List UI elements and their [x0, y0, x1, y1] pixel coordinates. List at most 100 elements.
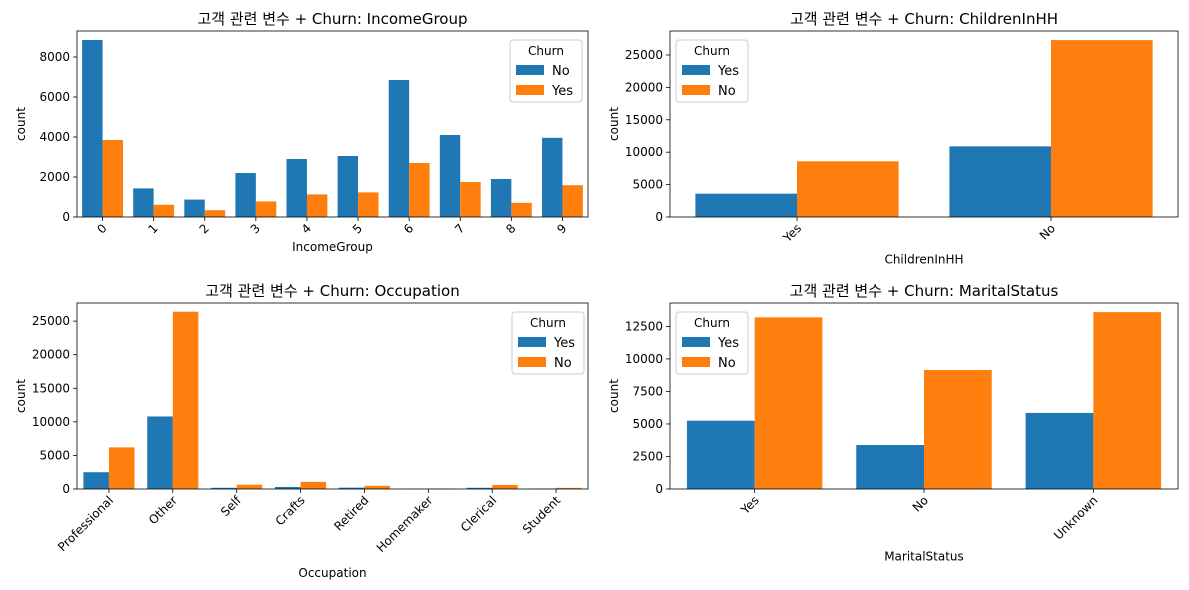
x-tick-label: 9 [554, 221, 569, 236]
bar-yes-3 [255, 201, 277, 217]
y-tick-label: 0 [655, 210, 663, 224]
bar-yes-4 [306, 194, 328, 217]
legend-swatch [682, 357, 710, 367]
y-tick-label: 0 [62, 482, 70, 496]
legend-title: Churn [528, 44, 564, 58]
x-tick-label: 8 [503, 221, 518, 236]
y-tick-label: 20000 [625, 80, 663, 94]
legend-swatch [682, 85, 710, 95]
bar-no-4 [286, 159, 307, 217]
legend: Churn Yes No [511, 311, 585, 375]
y-axis-label: count [607, 379, 621, 413]
x-tick-label: Homemaker [374, 493, 436, 555]
axes-frame [76, 30, 589, 218]
legend-swatch [518, 357, 546, 367]
bar-yes-no [949, 146, 1051, 217]
x-tick-label: Retired [331, 493, 371, 533]
x-tick-label: 2 [197, 221, 212, 236]
bar-no-7 [439, 135, 461, 217]
bar-no-crafts [300, 481, 327, 489]
legend-label: Yes [717, 64, 739, 79]
x-tick-label: Clerical [458, 493, 499, 534]
x-tick-label: 7 [452, 221, 467, 236]
bar-yes-retired [338, 487, 365, 489]
bar-no-6 [388, 80, 410, 217]
bar-no-0 [82, 40, 103, 217]
y-axis-label: count [14, 379, 28, 413]
bar-yes-6 [409, 163, 430, 217]
bar-no-retired [364, 485, 390, 489]
legend-label: No [718, 84, 736, 99]
y-tick-label: 5000 [632, 178, 663, 192]
bar-no-self [236, 484, 263, 489]
x-tick-label: Student [520, 493, 564, 537]
y-axis-label: count [607, 107, 621, 141]
bar-yes-self [211, 487, 237, 489]
legend-swatch [518, 337, 546, 347]
x-tick-label: 0 [94, 221, 109, 236]
x-tick-label: Other [146, 493, 180, 527]
legend: Churn No Yes [509, 39, 583, 103]
x-tick-label: Yes [737, 493, 761, 517]
y-tick-label: 12500 [625, 319, 663, 333]
bar-yes-9 [562, 185, 583, 217]
bar-no-1 [133, 188, 154, 217]
bar-yes-unknown [1025, 412, 1094, 489]
y-tick-label: 4000 [39, 130, 70, 144]
axes-frame [669, 30, 1179, 218]
bar-no-yes [797, 161, 899, 217]
bar-no-no [1051, 40, 1153, 218]
chart-1: 고객 관련 변수 + Churn: ChildrenInHH 0 5000 10000… [607, 10, 1179, 267]
legend-title: Churn [694, 44, 730, 58]
x-tick-label: No [910, 493, 931, 514]
legend-label: No [554, 356, 572, 371]
legend-title: Churn [694, 316, 730, 330]
bar-yes-7 [460, 182, 481, 217]
y-tick-label: 10000 [625, 352, 663, 366]
legend-swatch [682, 337, 710, 347]
y-tick-label: 25000 [32, 314, 70, 328]
bar-no-clerical [492, 484, 518, 489]
x-tick-label: 4 [299, 221, 314, 236]
y-tick-label: 15000 [32, 381, 70, 395]
x-axis-label: Occupation [298, 566, 366, 580]
y-tick-label: 15000 [625, 113, 663, 127]
legend-swatch [682, 65, 710, 75]
x-tick-label: 1 [145, 221, 160, 236]
bar-no-unknown [1093, 312, 1162, 489]
legend: Churn Yes No [675, 39, 749, 103]
legend-label: No [718, 356, 736, 371]
y-tick-label: 10000 [32, 415, 70, 429]
bar-yes-no [856, 445, 924, 489]
y-tick-label: 5000 [39, 448, 70, 462]
x-axis-label: ChildrenInHH [884, 253, 963, 267]
bar-no-3 [235, 173, 256, 217]
bar-no-yes [754, 317, 823, 489]
y-tick-label: 20000 [32, 348, 70, 362]
chart-title: 고객 관련 변수 + Churn: IncomeGroup [197, 10, 467, 28]
axes-frame [76, 302, 589, 490]
x-tick-label: 5 [350, 221, 365, 236]
legend-swatch [516, 65, 544, 75]
bar-yes-0 [102, 140, 123, 217]
x-tick-label: Self [218, 493, 244, 519]
x-tick-label: No [1037, 221, 1058, 242]
bar-no-no [924, 369, 992, 489]
legend-label: Yes [551, 84, 573, 99]
x-tick-label: Crafts [273, 493, 308, 528]
chart-title: 고객 관련 변수 + Churn: Occupation [205, 282, 459, 300]
y-tick-label: 7500 [632, 384, 663, 398]
bar-yes-5 [358, 192, 379, 217]
bar-yes-other [147, 416, 173, 489]
bar-no-other [172, 311, 199, 489]
y-tick-label: 0 [62, 210, 70, 224]
y-tick-label: 0 [655, 482, 663, 496]
bar-yes-8 [511, 202, 532, 217]
x-tick-label: Unknown [1051, 493, 1100, 542]
bar-no-2 [184, 199, 205, 217]
bar-yes-yes [686, 420, 755, 489]
legend-label: Yes [553, 336, 575, 351]
x-axis-label: IncomeGroup [292, 240, 373, 254]
x-tick-label: 3 [248, 221, 263, 236]
